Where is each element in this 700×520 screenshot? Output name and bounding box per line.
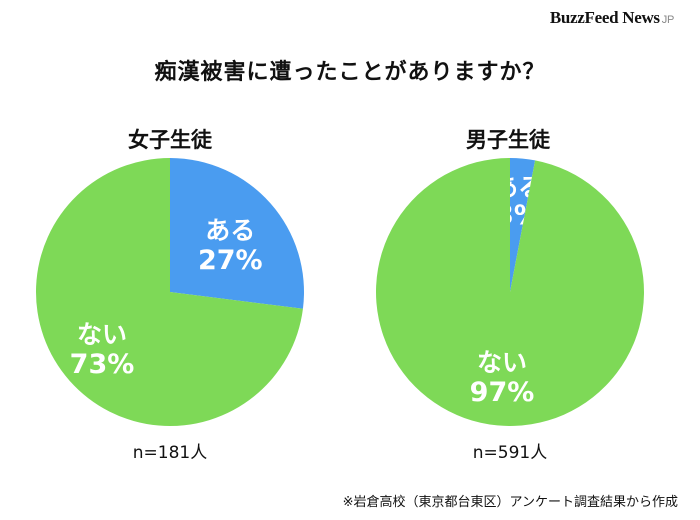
slice-label-no: ない — [477, 348, 527, 377]
source-note: ※岩倉高校（東京都台東区）アンケート調査結果から作成 — [342, 495, 678, 510]
slice-label-no: ない — [77, 320, 127, 349]
pie-slice-no — [35, 158, 303, 426]
logo-suffix: JP — [661, 14, 675, 26]
slice-percent-no: 97% — [470, 377, 535, 408]
pie-slice-yes — [510, 158, 536, 292]
pie-title-male: 男子生徒 — [466, 128, 550, 152]
pie-slice-yes — [170, 158, 304, 309]
logo-brand: BuzzFeed News — [549, 8, 660, 27]
pie-title-female: 女子生徒 — [128, 128, 212, 152]
chart-title: 痴漢被害に遭ったことがありますか？ — [154, 60, 546, 85]
slice-percent-no: 73% — [70, 349, 135, 380]
sample-size-female: n=181人 — [132, 443, 208, 463]
pie-slice-no — [376, 158, 644, 426]
slice-label-yes: ある — [205, 216, 255, 245]
sample-size-male: n=591人 — [472, 443, 548, 463]
slice-percent-yes: 27% — [198, 245, 263, 276]
buzzfeed-news-logo: BuzzFeed News JP — [550, 8, 674, 28]
